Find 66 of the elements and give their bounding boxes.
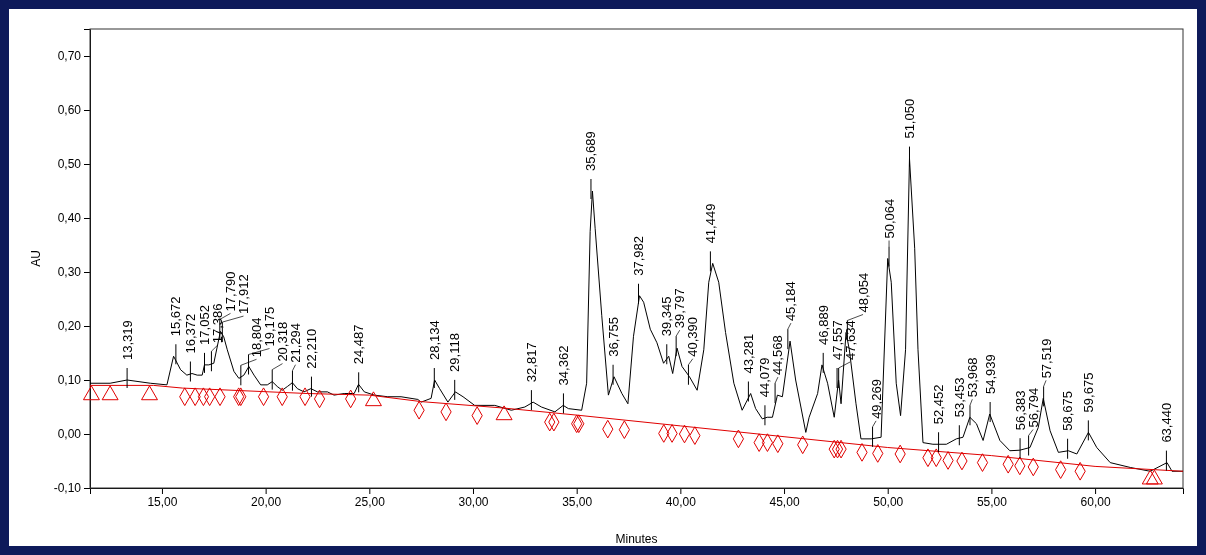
annotation: 44,568 [770,335,786,376]
x-tick-label: 25,00 [354,494,386,509]
annotation: 46,889 [815,305,831,345]
annotation: 53,968 [964,357,980,398]
annotation: 56,794 [1025,387,1041,428]
annotation: 51,050 [901,98,917,139]
x-tick-label: 45,00 [769,494,800,509]
annotation: 39,797 [672,288,688,329]
y-tick-label: 0,10 [57,373,82,388]
annotation: 20,318 [275,321,290,362]
y-axis-title: AU [29,250,43,267]
x-tick-label: 30,00 [458,494,489,509]
annotation: 48,054 [855,272,871,313]
x-tick-label: 60,00 [1080,494,1111,509]
annotation: 56,383 [1012,390,1028,431]
annotation: 17,052 [197,305,212,345]
annotation: 49,269 [868,379,884,419]
x-tick-label: 15,00 [147,494,178,509]
annotation: 36,755 [605,316,621,357]
annotation: 21,294 [288,322,303,363]
annotation: 43,281 [740,333,756,374]
annotation: 53,453 [951,377,967,418]
annotation: 17,386 [210,303,225,344]
annotation: 13,319 [119,320,135,360]
annotation: 58,675 [1060,390,1076,431]
annotation: 16,372 [182,313,198,354]
annotation: 63,440 [1158,402,1174,443]
y-tick-label: 0,70 [57,49,82,64]
x-tick-label: 55,00 [976,494,1008,509]
annotation: 50,064 [881,198,897,239]
annotation: 40,390 [685,316,701,357]
annotation: 37,982 [631,235,647,276]
y-tick-label: 0,40 [57,211,82,226]
x-tick-label: 50,00 [873,494,904,509]
annotation: 45,184 [783,281,799,322]
y-tick-label: 0,00 [57,427,82,442]
annotation: 17,912 [236,274,251,315]
y-tick-label: 0,30 [57,265,82,280]
annotation: 39,345 [659,296,675,337]
annotation: 22,210 [303,328,319,369]
annotation: 44,079 [757,357,773,398]
x-axis-title: Minutes [615,532,658,546]
x-tick-label: 40,00 [665,494,697,509]
annotation: 18,804 [249,317,264,358]
annotation: 47,557 [829,320,845,360]
x-tick-label: 35,00 [562,494,593,509]
annotation: 35,689 [583,131,599,171]
annotation: 59,675 [1080,372,1096,413]
annotation: 28,134 [426,320,442,360]
annotation: 52,452 [931,384,947,425]
annotation: 41,449 [702,203,718,244]
annotation: 19,175 [262,306,277,347]
annotation: 32,817 [523,342,539,383]
y-tick-label: 0,60 [57,103,82,118]
annotation: 29,118 [447,333,463,372]
annotation: 34,362 [555,345,571,386]
annotation: 54,939 [982,354,998,395]
annotation: 24,487 [351,324,367,365]
annotation: 17,790 [223,271,238,312]
y-tick-label: 0,50 [57,157,82,172]
annotation: 15,672 [168,296,184,337]
annotation: 57,519 [1038,338,1054,379]
y-tick-label: 0,20 [57,319,82,334]
x-tick-label: 20,00 [251,494,282,509]
y-tick-label: -0,10 [53,481,82,496]
annotation: 47,634 [842,320,858,360]
